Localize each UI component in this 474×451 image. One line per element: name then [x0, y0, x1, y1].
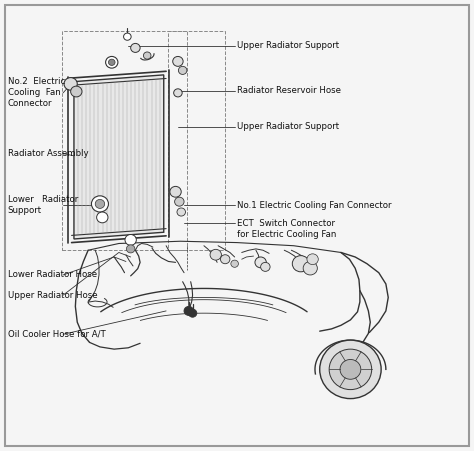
Text: Upper Radiator Support: Upper Radiator Support — [237, 41, 339, 50]
Circle shape — [144, 52, 151, 59]
Circle shape — [292, 256, 310, 272]
Circle shape — [71, 86, 82, 97]
Text: Upper Radiator Hose: Upper Radiator Hose — [8, 291, 98, 300]
Circle shape — [340, 359, 361, 379]
Text: ECT  Switch Connector
for Electric Cooling Fan: ECT Switch Connector for Electric Coolin… — [237, 219, 337, 239]
Circle shape — [210, 249, 221, 260]
Circle shape — [184, 306, 193, 315]
Circle shape — [127, 245, 135, 253]
Circle shape — [64, 78, 77, 90]
Circle shape — [97, 212, 108, 223]
Text: Lower Radiator Hose: Lower Radiator Hose — [8, 271, 97, 280]
Circle shape — [170, 186, 181, 197]
Polygon shape — [74, 75, 164, 239]
Circle shape — [307, 254, 318, 265]
Bar — [62, 31, 187, 250]
Circle shape — [329, 349, 372, 390]
Text: Radiator Assembly: Radiator Assembly — [8, 149, 89, 158]
Circle shape — [131, 43, 140, 52]
Circle shape — [255, 257, 266, 268]
Circle shape — [173, 56, 183, 66]
Circle shape — [188, 309, 197, 317]
Circle shape — [109, 59, 115, 65]
Circle shape — [178, 66, 187, 74]
Text: No.1 Electric Cooling Fan Connector: No.1 Electric Cooling Fan Connector — [237, 201, 392, 210]
Text: Radiator Reservoir Hose: Radiator Reservoir Hose — [237, 86, 341, 95]
Circle shape — [173, 89, 182, 97]
Circle shape — [174, 197, 184, 206]
Text: Lower   Radiator
Support: Lower Radiator Support — [8, 195, 78, 215]
Text: Oil Cooler Hose for A/T: Oil Cooler Hose for A/T — [8, 330, 106, 339]
Bar — [168, 31, 225, 250]
Circle shape — [231, 260, 238, 267]
Circle shape — [95, 199, 105, 208]
Circle shape — [303, 262, 318, 275]
Circle shape — [177, 208, 185, 216]
Text: Upper Radiator Support: Upper Radiator Support — [237, 122, 339, 131]
Circle shape — [261, 262, 270, 272]
Text: No.2  Electric
Cooling  Fan
Connector: No.2 Electric Cooling Fan Connector — [8, 77, 65, 108]
Circle shape — [91, 196, 109, 212]
Circle shape — [125, 235, 137, 245]
Circle shape — [106, 56, 118, 68]
Circle shape — [319, 340, 381, 399]
Circle shape — [124, 33, 131, 40]
Circle shape — [220, 255, 230, 264]
